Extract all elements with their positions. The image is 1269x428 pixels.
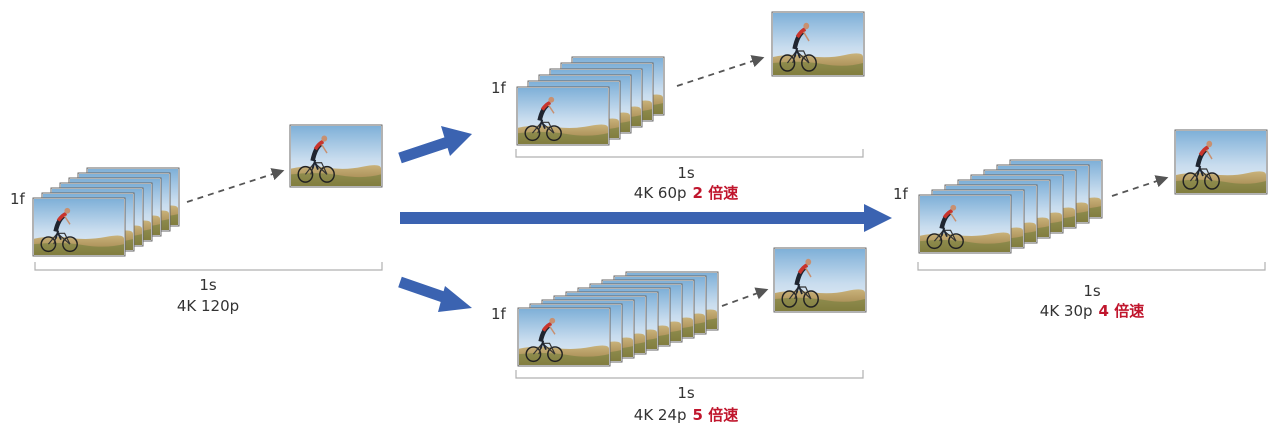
- format-line-top: 4K 60p 2 倍速: [634, 184, 738, 202]
- duration-bracket-right: [917, 262, 1266, 271]
- arrow-to-top: [398, 126, 472, 164]
- dashed-arrow-source: [186, 168, 285, 203]
- zoom-frame-top: [771, 11, 865, 77]
- dashed-arrow-top: [676, 55, 765, 87]
- arrow-to-bottom: [398, 276, 472, 312]
- format-label-right: 4K 30p: [1040, 302, 1093, 320]
- zoom-frame-source: [289, 124, 383, 188]
- dashed-arrow-right: [1111, 175, 1169, 197]
- duration-bracket-bottom: [515, 370, 864, 379]
- speed-label-top: 2 倍速: [693, 184, 739, 202]
- duration-label-source: 1s: [199, 276, 217, 294]
- format-line-right: 4K 30p 4 倍速: [1040, 302, 1144, 320]
- format-label-bottom: 4K 24p: [634, 406, 687, 424]
- frame-label-right: 1f: [893, 185, 909, 203]
- duration-label-bottom: 1s: [677, 384, 695, 402]
- group-right: 1f 1s 4K 30p 4 倍速: [893, 129, 1268, 320]
- duration-label-right: 1s: [1083, 282, 1101, 300]
- format-label-top: 4K 60p: [634, 184, 687, 202]
- duration-bracket-top: [515, 149, 864, 158]
- zoom-frame-right: [1174, 129, 1268, 195]
- frame-label-bottom: 1f: [491, 305, 507, 323]
- conversion-arrows: [398, 126, 892, 312]
- frame-stack-source: [32, 167, 180, 257]
- duration-label-top: 1s: [677, 164, 695, 182]
- group-top: 1f 1s 4K 60p 2 倍速: [491, 11, 865, 202]
- format-line-bottom: 4K 24p 5 倍速: [634, 406, 738, 424]
- speed-label-bottom: 5 倍速: [693, 406, 739, 424]
- group-bottom: 1f 1s 4K 24p 5 倍速: [491, 247, 867, 424]
- arrow-to-right: [400, 204, 892, 232]
- frame-stack-top: [516, 56, 665, 146]
- format-label-source: 4K 120p: [177, 297, 239, 315]
- frame-label-source: 1f: [10, 190, 26, 208]
- speed-label-right: 4 倍速: [1099, 302, 1145, 320]
- group-source: 1f 1s 4K 120p: [10, 124, 383, 315]
- frame-label-top: 1f: [491, 79, 507, 97]
- duration-bracket-source: [34, 262, 383, 271]
- zoom-frame-bottom: [773, 247, 867, 313]
- frame-stack-bottom: [517, 271, 719, 367]
- dashed-arrow-bottom: [721, 287, 769, 307]
- frame-stack-right: [918, 159, 1103, 254]
